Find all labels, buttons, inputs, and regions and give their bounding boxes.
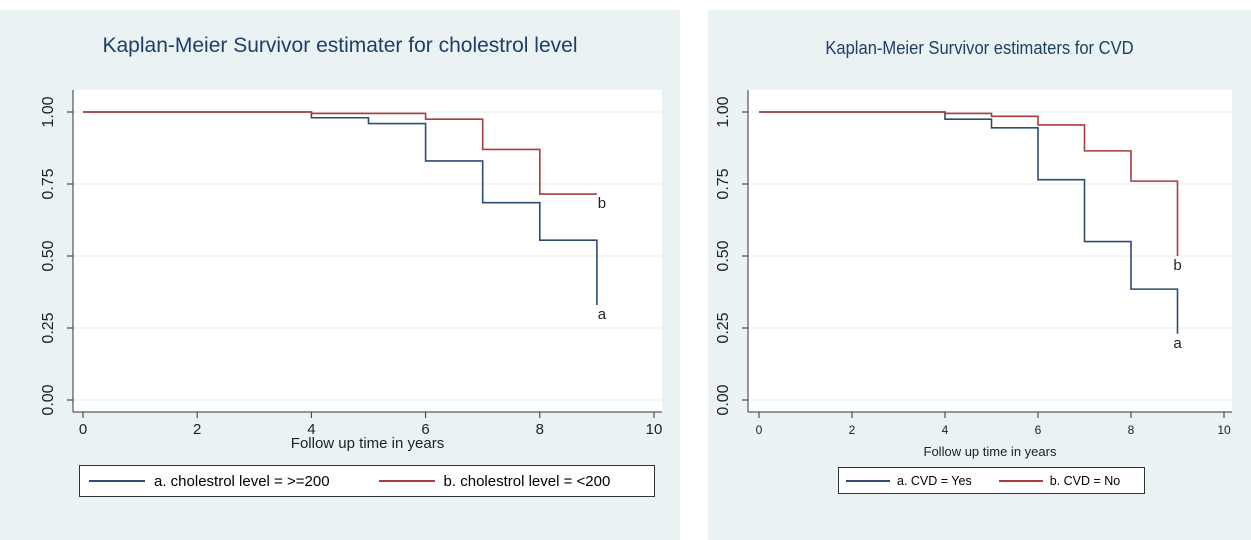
y-tick-label: 0.25 bbox=[715, 312, 732, 343]
x-tick-label: 4 bbox=[307, 421, 315, 438]
km-curve-b bbox=[83, 111, 597, 195]
legend-label-b: b. CVD = No bbox=[1049, 473, 1121, 488]
chart-legend: a. CVD = Yes b. CVD = No bbox=[838, 467, 1145, 494]
km-curve-a bbox=[759, 111, 1179, 334]
curve-end-label-a: a bbox=[598, 306, 607, 323]
legend-swatch-a bbox=[846, 479, 890, 482]
y-tick-label: 1.00 bbox=[40, 96, 57, 127]
legend-label-a: a. CVD = Yes bbox=[897, 473, 972, 488]
km-plot-cholesterol: 0 2 4 6 8 10 0.00 0.25 0.50 0.75 1.00 Follow up tim… bbox=[40, 90, 663, 452]
x-tick-label: 6 bbox=[1035, 423, 1042, 437]
x-tick-label: 10 bbox=[646, 421, 663, 438]
plot-area bbox=[73, 90, 662, 412]
x-axis-title: Follow up time in years bbox=[924, 444, 1057, 459]
curve-end-label-b: b bbox=[1173, 257, 1181, 274]
x-tick-label: 8 bbox=[536, 421, 544, 438]
y-tick-label: 0.75 bbox=[40, 168, 57, 199]
legend-item-a: a. cholestrol level = >=200 bbox=[80, 473, 330, 490]
x-axis-title: Follow up time in years bbox=[291, 435, 444, 452]
x-tick-label: 2 bbox=[849, 423, 856, 437]
chart-legend: a. cholestrol level = >=200 b. cholestro… bbox=[79, 465, 655, 497]
km-plot-cvd: 0 2 4 6 8 10 0.00 0.25 0.50 0.75 1.00 Follow up tim… bbox=[715, 90, 1232, 459]
curve-end-label-a: a bbox=[1173, 335, 1182, 352]
x-tick-label: 10 bbox=[1217, 423, 1231, 437]
x-tick-label: 4 bbox=[942, 423, 949, 437]
x-tick-label: 0 bbox=[756, 423, 763, 437]
x-tick-label: 8 bbox=[1128, 423, 1135, 437]
legend-item-b: b. CVD = No bbox=[992, 473, 1121, 488]
legend-swatch-a bbox=[89, 480, 145, 482]
legend-item-a: a. CVD = Yes bbox=[839, 474, 972, 488]
y-tick-label: 0.50 bbox=[715, 240, 732, 271]
legend-swatch-b bbox=[998, 479, 1043, 482]
legend-swatch-b bbox=[378, 480, 435, 482]
y-tick-label: 0.50 bbox=[40, 240, 57, 271]
plot-area bbox=[748, 90, 1232, 412]
chart-panel-cholesterol: Kaplan-Meier Survivor estimater for chol… bbox=[0, 10, 680, 540]
x-tick-label: 6 bbox=[421, 421, 429, 438]
km-curve-b bbox=[759, 111, 1179, 256]
y-tick-label: 0.75 bbox=[715, 168, 732, 199]
curve-end-label-b: b bbox=[598, 195, 606, 212]
y-tick-label: 0.00 bbox=[715, 384, 732, 415]
legend-label-a: a. cholestrol level = >=200 bbox=[154, 472, 330, 490]
legend-label-b: b. cholestrol level = <200 bbox=[443, 472, 611, 490]
x-tick-label: 2 bbox=[193, 421, 201, 438]
chart-panel-cvd: Kaplan-Meier Survivor estimaters for CVD… bbox=[708, 10, 1251, 540]
y-tick-label: 1.00 bbox=[715, 96, 732, 127]
chart-title: Kaplan-Meier Survivor estimaters for CVD bbox=[825, 38, 1134, 58]
legend-item-b: b. cholestrol level = <200 bbox=[370, 472, 611, 490]
x-tick-label: 0 bbox=[79, 421, 87, 438]
km-curve-a bbox=[83, 111, 598, 305]
y-tick-label: 0.00 bbox=[40, 384, 57, 415]
chart-title: Kaplan-Meier Survivor estimater for chol… bbox=[102, 34, 578, 57]
y-tick-label: 0.25 bbox=[40, 312, 57, 343]
